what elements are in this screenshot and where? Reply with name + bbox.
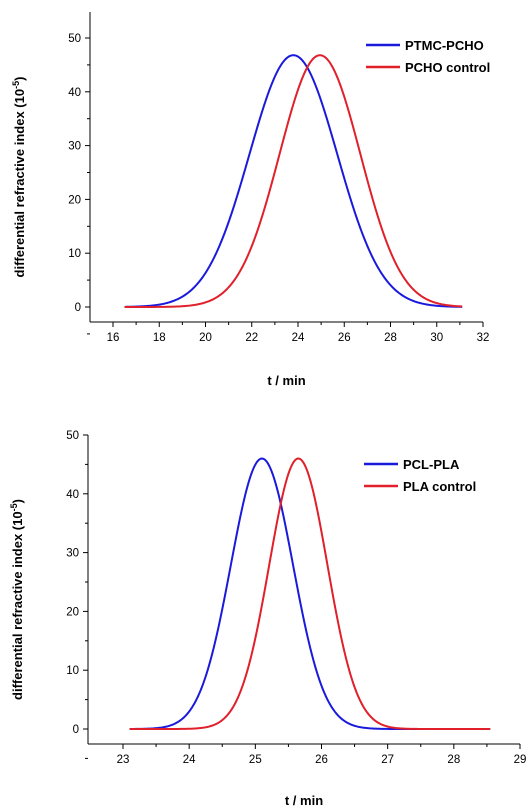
x-tick-label: 30 bbox=[430, 332, 443, 344]
x-tick-label: 22 bbox=[245, 332, 258, 344]
y-axis-title: differential refractive index (10-5) bbox=[9, 499, 25, 700]
x-axis-title: t / min bbox=[267, 373, 305, 388]
y-tick-label: 0 bbox=[73, 724, 79, 736]
legend-label: PCL-PLA bbox=[403, 457, 460, 472]
x-axis-title: t / min bbox=[285, 793, 323, 808]
chart-2: 23 24 25 26 27 28 29 0 10 20 30 40 50 t / min differen… bbox=[9, 430, 526, 808]
y-tick-label: 20 bbox=[66, 606, 79, 618]
x-tick-label: 24 bbox=[183, 754, 196, 766]
y-tick-label: 40 bbox=[68, 87, 81, 99]
x-tick-label: 24 bbox=[292, 332, 305, 344]
x-tick-label: 16 bbox=[107, 332, 120, 344]
chart-1: 16 18 20 22 24 26 28 30 32 0 10 20 30 40 50 t / min diff… bbox=[11, 12, 490, 388]
x-tick-label: 28 bbox=[447, 754, 460, 766]
x-tick-label: 26 bbox=[338, 332, 351, 344]
x-tick-label: 32 bbox=[477, 332, 490, 344]
legend-label: PTMC-PCHO bbox=[405, 38, 484, 53]
x-tick-label: 25 bbox=[249, 754, 262, 766]
series-line-ptmc-pcho bbox=[124, 54, 463, 308]
y-tick-label: 10 bbox=[66, 665, 79, 677]
y-tick-label: 40 bbox=[66, 489, 79, 501]
y-tick-label: 50 bbox=[66, 430, 79, 442]
legend-label: PCHO control bbox=[405, 60, 490, 75]
x-tick-label: 28 bbox=[384, 332, 397, 344]
legend-label: PLA control bbox=[403, 479, 476, 494]
x-tick-label: 27 bbox=[381, 754, 394, 766]
x-tick-label: 23 bbox=[117, 754, 130, 766]
y-tick-label: 0 bbox=[75, 302, 81, 314]
y-tick-label: 20 bbox=[68, 194, 81, 206]
series-line-pcho-control bbox=[124, 54, 463, 308]
series-line-pcl-pla bbox=[129, 457, 491, 730]
y-tick-label: 30 bbox=[66, 548, 79, 560]
y-tick-label: 10 bbox=[68, 248, 81, 260]
x-tick-label: 20 bbox=[199, 332, 212, 344]
x-tick-label: 29 bbox=[514, 754, 527, 766]
series-line-pla-control bbox=[129, 457, 491, 730]
x-tick-label: 26 bbox=[315, 754, 328, 766]
y-axis-title: differential refractive index (10-5) bbox=[11, 77, 27, 278]
x-tick-label: 18 bbox=[153, 332, 166, 344]
y-tick-label: 30 bbox=[68, 141, 81, 153]
y-tick-label: 50 bbox=[68, 33, 81, 45]
